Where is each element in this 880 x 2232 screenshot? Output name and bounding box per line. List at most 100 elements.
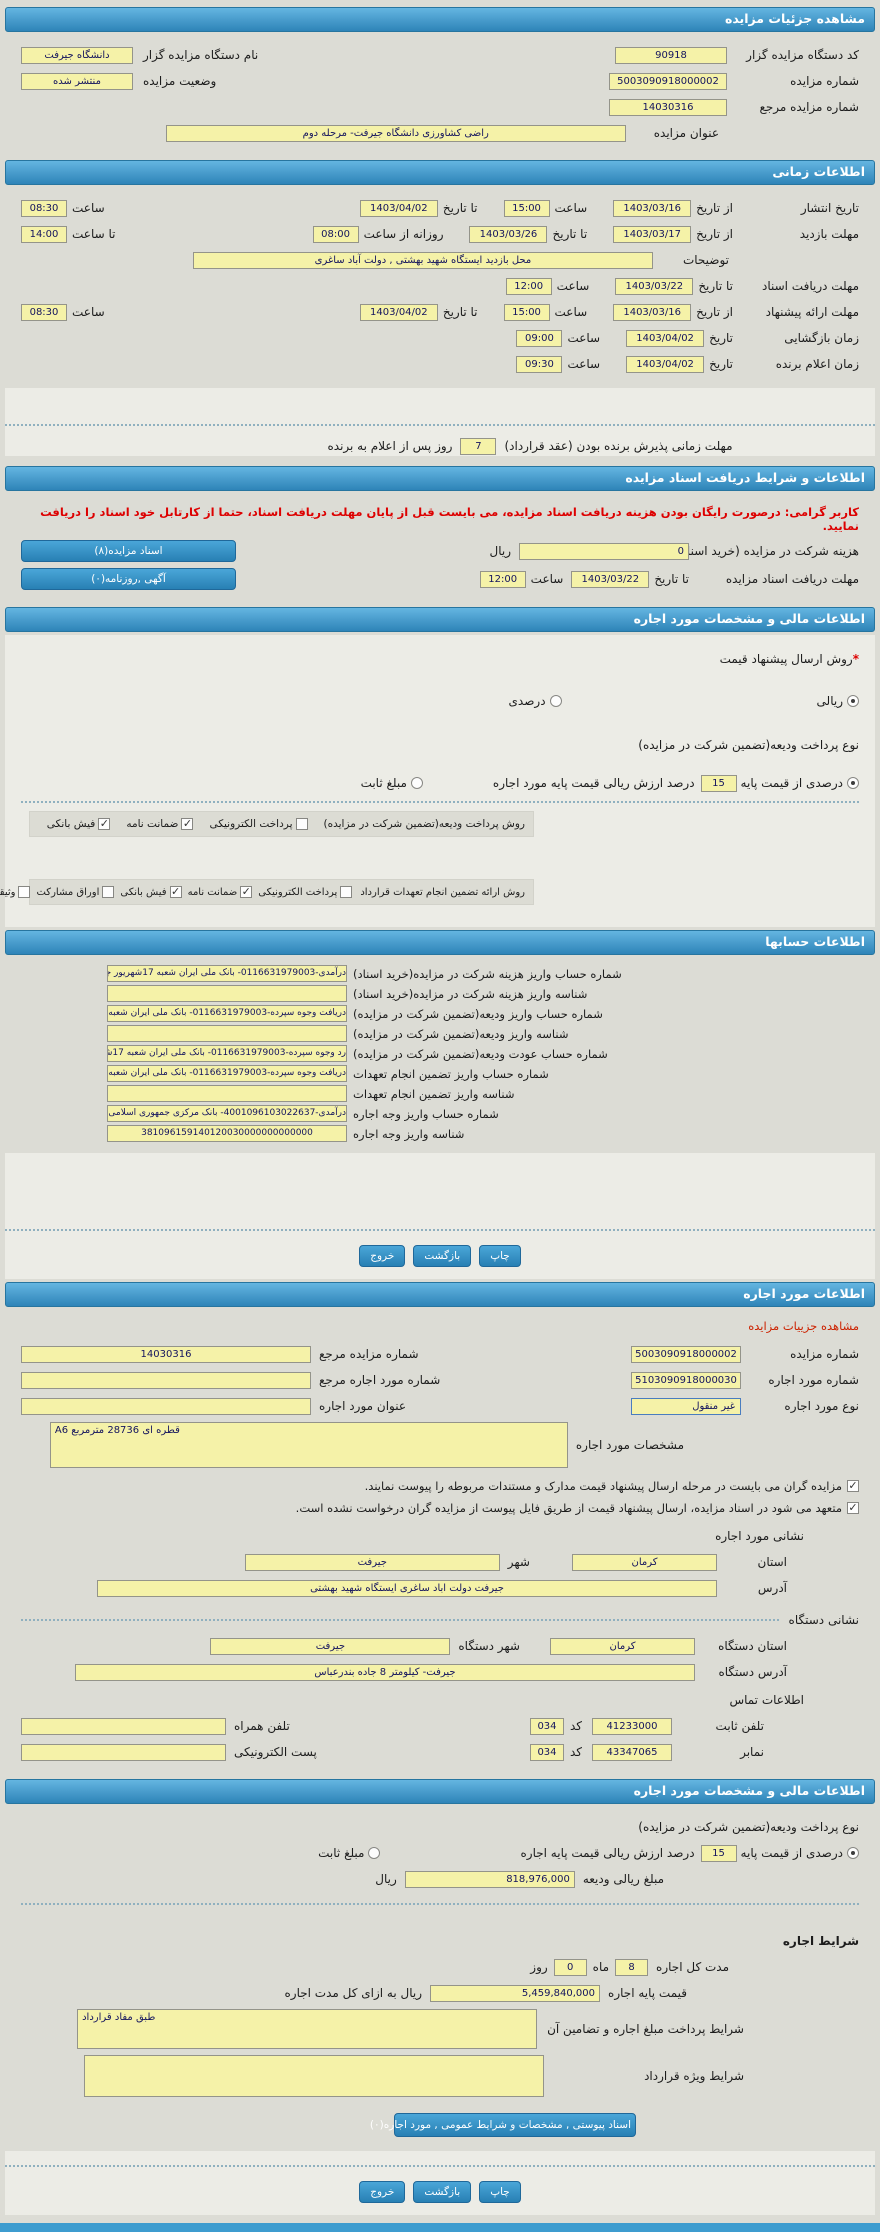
account-field[interactable]: رد وجوه سپرده-0116631979003- بانک ملی ای… (107, 1045, 347, 1062)
publish-from-date-field[interactable]: 1403/03/16 (613, 199, 692, 217)
rial-unit-label: ریال (489, 544, 511, 558)
lease-months-field[interactable]: 8 (615, 1958, 649, 1976)
deposit-guarantee-checkbox[interactable] (181, 817, 194, 831)
device-city-field[interactable]: جیرفت (210, 1637, 451, 1655)
deposit-epay-checkbox[interactable] (295, 818, 308, 830)
auction-title-label: عنوان مزایده (653, 126, 719, 140)
participation-fee-field[interactable]: 0 (519, 542, 689, 560)
back-button[interactable]: بازگشت (413, 2181, 472, 2203)
attached-docs-button[interactable]: اسناد پیوستی , مشخصات و شرایط عمومی , مو… (370, 2113, 636, 2137)
percent-of-base-radio[interactable] (847, 777, 859, 789)
pay-terms-textarea[interactable]: طبق مفاد قرارداد (77, 2009, 538, 2049)
special-terms-textarea[interactable] (84, 2055, 544, 2097)
contract-collateral-checkbox[interactable] (18, 886, 31, 898)
deposit-amount-field[interactable]: 818,976,000 (404, 1870, 575, 1888)
exit-button[interactable]: خروج (359, 2181, 406, 2203)
contract-guarantee-checkbox[interactable] (240, 885, 253, 899)
row-opening-time: زمان بازگشایی تاریخ 1403/04/02 ساعت 09:00 (21, 328, 859, 348)
docs-to-date-field[interactable]: 1403/03/22 (615, 277, 694, 295)
account-field[interactable] (107, 1085, 347, 1102)
rent-auction-no-field[interactable]: 5003090918000002 (631, 1345, 741, 1363)
participation-fee-label: هزینه شرکت در مزایده (خرید اسناد) (676, 544, 859, 558)
account-field[interactable] (107, 1025, 347, 1042)
winner-acceptance-days-field[interactable]: 7 (460, 437, 497, 455)
lease-terms-title-label: شرایط اجاره (782, 1934, 859, 1948)
note1-checkbox[interactable] (847, 1479, 859, 1493)
publish-to-time-field[interactable]: 08:30 (21, 199, 67, 217)
offer-from-time-field[interactable]: 15:00 (503, 303, 550, 321)
phone-field[interactable]: 41233000 (592, 1717, 672, 1735)
row-note-no-file-request: متعهد می شود در اسناد مزایده، ارسال پیشن… (21, 1498, 859, 1518)
opening-time-field[interactable]: 09:00 (516, 329, 563, 347)
back-button[interactable]: بازگشت (413, 1245, 472, 1267)
publish-to-date-field[interactable]: 1403/04/02 (359, 199, 438, 217)
rent-item-ref-field[interactable] (21, 1371, 311, 1389)
account-field[interactable] (107, 985, 347, 1002)
rent-item-title-field[interactable] (21, 1397, 311, 1415)
auction-no-field[interactable]: 5003090918000002 (609, 72, 727, 90)
visit-daily-from-field[interactable]: 08:00 (312, 225, 359, 243)
device-name-field[interactable]: دانشگاه جیرفت (21, 46, 133, 64)
docs-deadline-time-field[interactable]: 12:00 (479, 570, 526, 588)
mobile-field[interactable] (21, 1717, 226, 1735)
item-province-field[interactable]: کرمان (572, 1553, 717, 1571)
deposit-percent-field[interactable]: 15 (700, 774, 737, 792)
rent-ref-no-field[interactable]: 14030316 (21, 1345, 311, 1363)
publish-from-time-field[interactable]: 15:00 (503, 199, 550, 217)
contract-slip-checkbox[interactable] (169, 885, 182, 899)
account-field[interactable]: درآمدی-4001096103022637- بانک مرکزی جمهو… (107, 1105, 347, 1122)
view-auction-details-link[interactable]: مشاهده جزییات مزایده (748, 1319, 859, 1333)
percent-of-base-radio-2[interactable] (847, 1847, 859, 1859)
account-field[interactable]: دریافت وجوه سپرده-0116631979003- بانک مل… (107, 1065, 347, 1082)
fixed-amount-radio-2[interactable] (368, 1847, 381, 1859)
winner-time-field[interactable]: 09:30 (516, 355, 563, 373)
offer-from-date-field[interactable]: 1403/03/16 (613, 303, 692, 321)
fax-field[interactable]: 43347065 (592, 1743, 672, 1761)
exit-button[interactable]: خروج (359, 1245, 406, 1267)
rent-item-specs-textarea[interactable]: A6 قطره ای 28736 مترمربع (49, 1422, 568, 1468)
rent-item-type-field[interactable]: غیر منقول (631, 1397, 741, 1415)
account-field[interactable]: درآمدی-0116631979003- بانک ملی ایران شعب… (107, 965, 347, 982)
device-province-field[interactable]: کرمان (550, 1637, 695, 1655)
fax-code-field[interactable]: 034 (529, 1743, 564, 1761)
visit-from-date-field[interactable]: 1403/03/17 (613, 225, 692, 243)
newspaper-ads-button[interactable]: آگهی ,روزنامه(۰) (21, 568, 236, 590)
rial-radio[interactable] (847, 695, 859, 707)
contract-epay-checkbox[interactable] (340, 886, 353, 898)
print-button[interactable]: چاپ (479, 2181, 521, 2203)
docs-deadline-date-field[interactable]: 1403/03/22 (571, 570, 650, 588)
visit-daily-to-field[interactable]: 14:00 (21, 225, 67, 243)
auction-documents-button[interactable]: اسناد مزایده(۸) (21, 540, 236, 562)
fixed-amount-radio[interactable] (410, 777, 423, 789)
opening-date-field[interactable]: 1403/04/02 (626, 329, 705, 347)
account-field[interactable]: 381096159140120030000000000000 (107, 1125, 347, 1142)
deposit-slip-checkbox[interactable] (98, 817, 111, 831)
auction-ref-no-field[interactable]: 14030316 (609, 98, 727, 116)
auction-title-field[interactable]: راضی کشاورزی دانشگاه جیرفت- مرحله دوم (165, 124, 626, 142)
print-button[interactable]: چاپ (479, 1245, 521, 1267)
offer-to-date-field[interactable]: 1403/04/02 (359, 303, 438, 321)
email-field[interactable] (21, 1743, 226, 1761)
phone-code-field[interactable]: 034 (529, 1717, 564, 1735)
deposit-percent-field-2[interactable]: 15 (700, 1844, 737, 1862)
visit-to-date-field[interactable]: 1403/03/26 (469, 225, 548, 243)
item-city-field[interactable]: جیرفت (244, 1553, 500, 1571)
publish-to-hour-label: ساعت (72, 201, 105, 215)
account-field[interactable]: دریافت وجوه سپرده-0116631979003- بانک مل… (107, 1005, 347, 1022)
lease-days-field[interactable]: 0 (553, 1958, 587, 1976)
docs-time-field[interactable]: 12:00 (505, 277, 552, 295)
device-code-field[interactable]: 90918 (615, 46, 727, 64)
base-price-field[interactable]: 5,459,840,000 (430, 1984, 601, 2002)
auction-status-field[interactable]: منتشر شده (21, 72, 133, 90)
winner-date-field[interactable]: 1403/04/02 (626, 355, 705, 373)
percent-radio[interactable] (549, 695, 562, 707)
item-address-field[interactable]: جیرفت دولت اباد ساغری ایستگاه شهید بهشتی (97, 1579, 717, 1597)
note2-checkbox[interactable] (847, 1501, 859, 1515)
divider-dotted (21, 1619, 779, 1621)
time-description-field[interactable]: محل بازدید ایستگاه شهید بهشتی , دولت آبا… (192, 251, 653, 269)
offer-to-time-field[interactable]: 08:30 (21, 303, 67, 321)
rent-item-no-field[interactable]: 5103090918000030 (631, 1371, 741, 1389)
contract-bonds-checkbox[interactable] (102, 886, 115, 898)
docs-warning-text: کاربر گرامی: درصورت رایگان بودن هزینه در… (40, 505, 859, 533)
device-address-field[interactable]: جیرفت- کیلومتر 8 جاده بندرعباس (75, 1663, 695, 1681)
